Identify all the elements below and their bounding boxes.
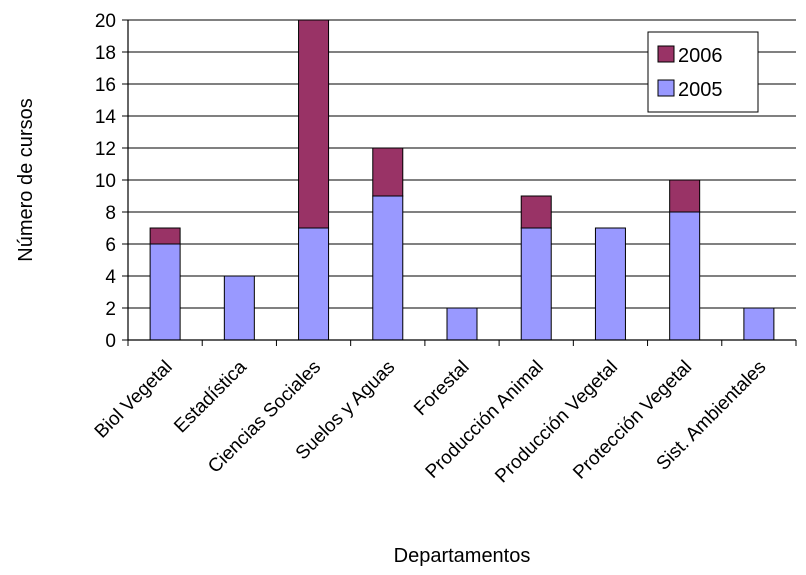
bar-2005	[669, 211, 701, 341]
legend-label-2005: 2005	[678, 79, 723, 101]
bar-2005	[743, 307, 775, 341]
y-tick-label: 10	[95, 171, 116, 192]
y-axis-title: Número de cursos	[15, 98, 37, 261]
y-tick-label: 6	[105, 235, 116, 256]
y-tick-label: 12	[95, 139, 116, 160]
y-tick-labels: 0 2 4 6 8 10 12 14 16 18 20	[95, 11, 797, 352]
y-tick-label: 18	[95, 43, 116, 64]
y-tick-label: 8	[105, 203, 116, 224]
bar-2005	[446, 307, 478, 341]
bars	[149, 19, 775, 341]
bar-2005	[298, 227, 330, 341]
bar-2006	[372, 147, 404, 197]
legend: 2006 2005	[647, 31, 759, 113]
bar-2005	[372, 195, 404, 341]
bar-2005	[149, 243, 181, 341]
y-tick-label: 2	[105, 299, 116, 320]
x-category-label: Producción Vegetal	[491, 357, 622, 488]
y-tick-label: 16	[95, 75, 116, 96]
legend-label-2006: 2006	[678, 45, 723, 67]
bar-2006	[669, 179, 701, 213]
legend-swatch-2006	[657, 45, 675, 63]
y-tick-label: 4	[105, 267, 116, 288]
x-category-label: Estadística	[170, 356, 251, 437]
bar-2005	[223, 275, 255, 341]
y-tick-label: 20	[95, 11, 116, 32]
legend-swatch-2005	[657, 79, 675, 97]
bar-2005	[520, 227, 552, 341]
bar-2005	[594, 227, 626, 341]
x-axis-title: Departamentos	[394, 545, 531, 567]
bar-2006	[298, 19, 330, 229]
legend-box	[647, 31, 759, 113]
bar-2006	[149, 227, 181, 245]
x-category-label: Forestal	[410, 357, 473, 420]
x-category-label: Biol Vegetal	[91, 357, 177, 443]
bar-2006	[520, 195, 552, 229]
y-tick-label: 14	[95, 107, 117, 128]
y-tick-label: 0	[105, 331, 116, 352]
